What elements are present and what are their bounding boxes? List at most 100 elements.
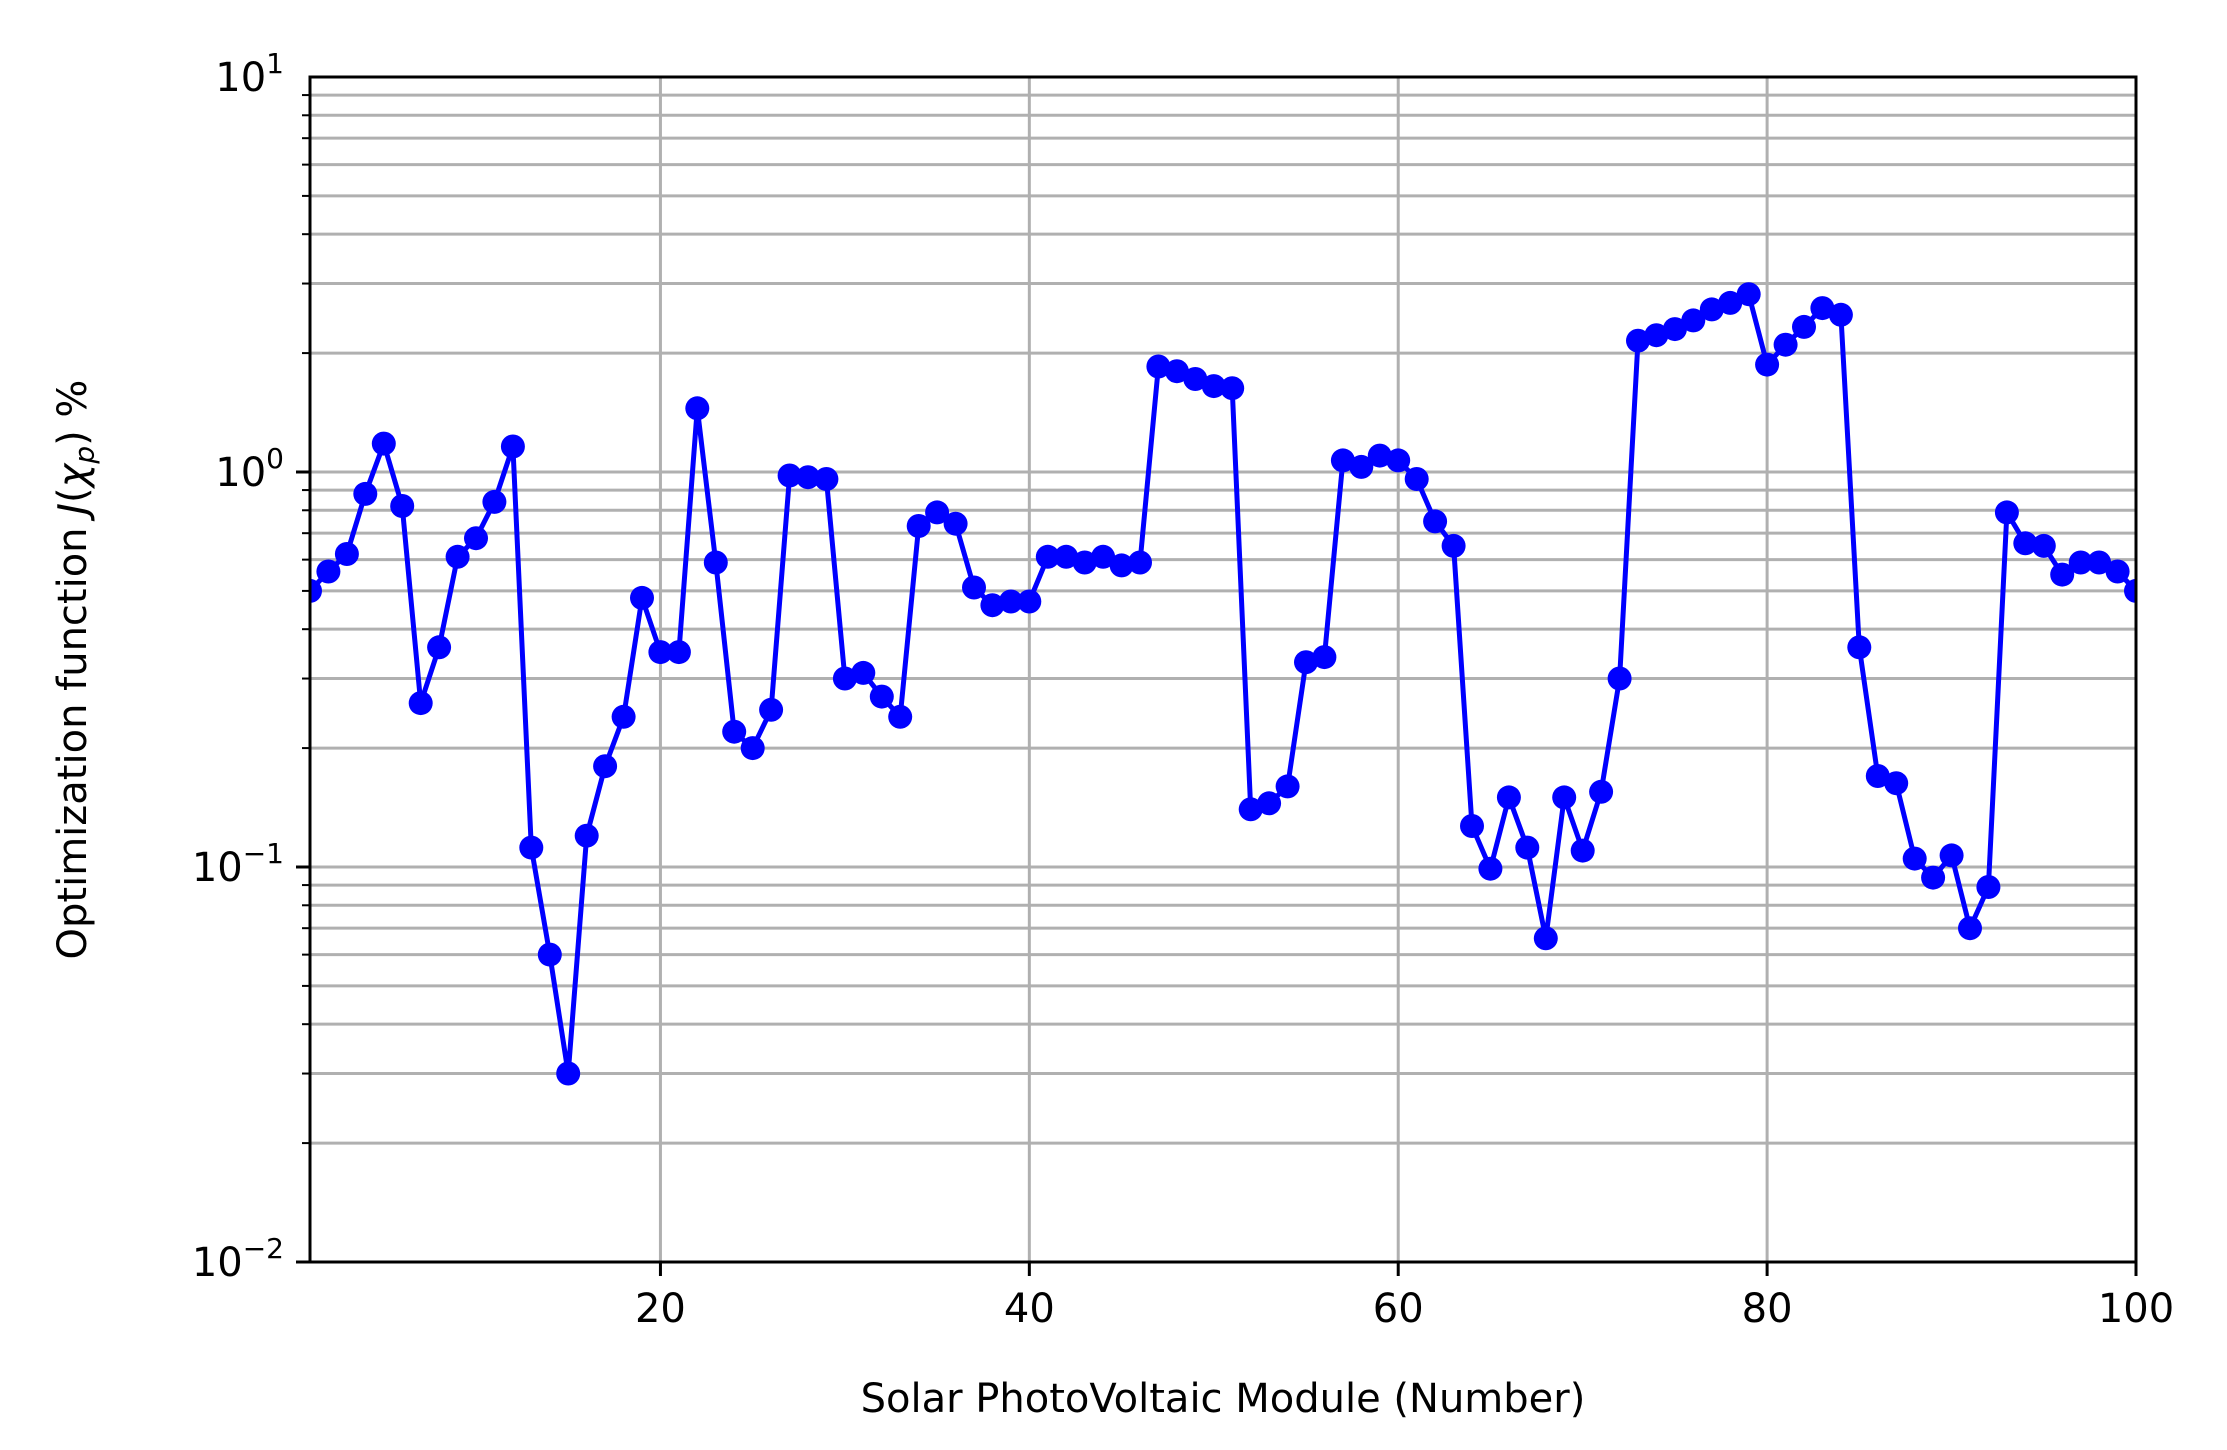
data-point <box>1201 374 1226 399</box>
data-point <box>1128 550 1152 575</box>
data-point <box>1976 875 2001 899</box>
y-tick-label: 101 <box>215 47 284 101</box>
data-point <box>1533 926 1558 951</box>
data-point <box>998 589 1023 614</box>
data-point <box>759 697 784 722</box>
data-point <box>666 640 691 665</box>
data-point <box>445 544 470 569</box>
data-point <box>353 481 378 506</box>
data-point <box>1404 467 1429 491</box>
data-point <box>464 526 488 551</box>
x-tick-label: 20 <box>635 1286 686 1332</box>
data-point <box>1183 367 1208 391</box>
y-axis-label: Optimization function J(χp) % <box>50 380 101 960</box>
data-point <box>482 489 507 514</box>
data-point <box>1146 354 1171 379</box>
data-point <box>334 542 359 566</box>
data-point <box>1570 838 1595 863</box>
data-point <box>2105 559 2130 584</box>
data-point <box>408 691 433 716</box>
data-point <box>796 465 820 490</box>
data-point <box>1515 835 1540 860</box>
data-point <box>1441 533 1466 558</box>
data-point <box>925 500 950 525</box>
data-point <box>814 467 839 491</box>
data-point <box>630 585 654 610</box>
data-point <box>1072 550 1097 575</box>
data-point <box>593 754 618 779</box>
x-tick-label: 80 <box>1742 1286 1793 1332</box>
data-point <box>556 1061 581 1086</box>
data-point <box>1589 779 1614 804</box>
data-point <box>703 550 728 575</box>
data-point <box>1773 332 1798 357</box>
data-point <box>2124 578 2136 603</box>
data-point <box>1994 500 2019 525</box>
data-point <box>1939 843 1964 868</box>
data-point <box>2031 533 2056 558</box>
data-point <box>832 666 857 691</box>
data-point <box>777 463 802 488</box>
plot-frame <box>308 75 2138 1264</box>
data-point <box>1828 302 1853 327</box>
data-point <box>1091 544 1116 569</box>
data-point <box>519 835 544 860</box>
data-point <box>1847 635 1872 660</box>
data-point <box>869 684 894 709</box>
data-point <box>1257 791 1282 816</box>
data-point <box>1644 323 1669 348</box>
data-point <box>943 511 968 536</box>
data-point <box>537 942 562 967</box>
data-point <box>1921 865 1946 890</box>
data-point <box>1478 856 1503 881</box>
data-point <box>648 640 673 665</box>
data-point <box>1367 443 1392 468</box>
data-point <box>1810 296 1835 321</box>
data-point <box>1699 297 1724 322</box>
series-blue <box>310 282 2136 1086</box>
data-point <box>1662 317 1687 342</box>
data-point <box>1681 308 1706 333</box>
data-point <box>1035 544 1060 569</box>
data-point <box>390 494 415 518</box>
data-point <box>1607 666 1632 691</box>
data-point <box>685 396 710 421</box>
series-line <box>310 291 2136 1076</box>
x-tick-label: 40 <box>1004 1286 1055 1332</box>
data-point <box>1164 359 1189 384</box>
data-point <box>1330 448 1355 473</box>
axes: 20 40 60 80 100 10−2 10−1 100 101 <box>192 47 2174 1332</box>
data-point <box>574 823 599 848</box>
data-point <box>722 719 747 744</box>
axis-labels: Solar PhotoVoltaic Module (Number) Optim… <box>50 380 1585 1422</box>
data-point <box>1736 282 1761 307</box>
data-point <box>500 434 525 459</box>
y-tick-label: 10−2 <box>192 1232 284 1286</box>
data-point <box>1496 785 1521 810</box>
data-point <box>851 660 876 685</box>
data-point <box>2050 562 2075 587</box>
x-tick-label: 100 <box>2098 1286 2174 1332</box>
data-point <box>316 559 341 584</box>
data-point <box>1275 774 1300 799</box>
data-point <box>611 704 636 729</box>
data-point <box>427 635 452 660</box>
data-point <box>740 736 765 761</box>
data-point <box>1017 589 1042 614</box>
data-point <box>310 578 322 603</box>
data-point <box>1718 290 1743 315</box>
data-point <box>1958 916 1982 941</box>
y-tick-label: 10−1 <box>192 837 284 891</box>
data-point <box>1054 544 1079 569</box>
data-point <box>1755 352 1780 377</box>
data-point <box>906 514 931 538</box>
data-point <box>1312 645 1337 670</box>
data-point <box>1865 764 1890 788</box>
data-point <box>2013 531 2038 556</box>
data-point <box>1423 509 1448 534</box>
data-point <box>1294 650 1318 675</box>
data-point <box>1792 314 1816 339</box>
x-tick-label: 60 <box>1373 1286 1424 1332</box>
data-point <box>962 575 986 600</box>
